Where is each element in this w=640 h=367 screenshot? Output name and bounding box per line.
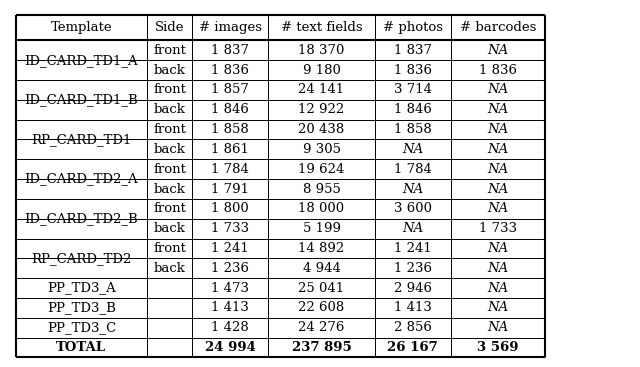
Text: ID_CARD_TD2_A: ID_CARD_TD2_A [24,172,138,186]
Text: 14 892: 14 892 [298,242,345,255]
Text: 26 167: 26 167 [387,341,438,354]
Text: 18 000: 18 000 [298,202,344,215]
Text: 1 413: 1 413 [394,301,431,315]
Text: 2 946: 2 946 [394,281,432,295]
Text: NA: NA [487,83,508,97]
Text: back: back [154,262,186,275]
Text: 1 836: 1 836 [394,63,432,77]
Text: 1 837: 1 837 [211,44,250,57]
Text: NA: NA [487,262,508,275]
Text: 20 438: 20 438 [298,123,345,136]
Text: ID_CARD_TD1_A: ID_CARD_TD1_A [24,54,138,67]
Text: 5 199: 5 199 [303,222,340,235]
Text: 24 276: 24 276 [298,321,345,334]
Text: 1 241: 1 241 [394,242,431,255]
Text: back: back [154,103,186,116]
Text: NA: NA [487,281,508,295]
Text: # barcodes: # barcodes [460,21,536,34]
Text: NA: NA [487,143,508,156]
Text: 237 895: 237 895 [292,341,351,354]
Text: 1 836: 1 836 [211,63,250,77]
Text: back: back [154,63,186,77]
Text: NA: NA [487,321,508,334]
Text: # text fields: # text fields [281,21,362,34]
Text: ID_CARD_TD1_B: ID_CARD_TD1_B [24,93,138,106]
Text: 1 861: 1 861 [211,143,249,156]
Text: 1 858: 1 858 [394,123,431,136]
Text: # images: # images [199,21,262,34]
Text: 24 994: 24 994 [205,341,256,354]
Text: 1 836: 1 836 [479,63,517,77]
Text: Side: Side [155,21,184,34]
Text: 1 784: 1 784 [211,163,249,176]
Text: 8 955: 8 955 [303,182,340,196]
Text: 2 856: 2 856 [394,321,431,334]
Text: TOTAL: TOTAL [56,341,106,354]
Text: front: front [153,202,186,215]
Text: 1 837: 1 837 [394,44,432,57]
Text: NA: NA [402,143,423,156]
Text: NA: NA [487,182,508,196]
Text: PP_TD3_A: PP_TD3_A [47,281,116,295]
Text: 1 733: 1 733 [479,222,517,235]
Text: NA: NA [487,202,508,215]
Text: 1 784: 1 784 [394,163,431,176]
Text: 18 370: 18 370 [298,44,345,57]
Text: 19 624: 19 624 [298,163,345,176]
Text: NA: NA [402,222,423,235]
Text: back: back [154,182,186,196]
Text: PP_TD3_B: PP_TD3_B [47,301,116,315]
Text: front: front [153,163,186,176]
Text: RP_CARD_TD2: RP_CARD_TD2 [31,252,132,265]
Text: 3 600: 3 600 [394,202,432,215]
Text: NA: NA [487,301,508,315]
Text: back: back [154,222,186,235]
Text: NA: NA [402,182,423,196]
Text: back: back [154,143,186,156]
Text: 1 846: 1 846 [394,103,431,116]
Text: 1 413: 1 413 [211,301,249,315]
Text: 25 041: 25 041 [298,281,344,295]
Text: NA: NA [487,163,508,176]
Text: front: front [153,242,186,255]
Text: front: front [153,123,186,136]
Text: 1 236: 1 236 [394,262,432,275]
Text: 12 922: 12 922 [298,103,345,116]
Text: 1 791: 1 791 [211,182,250,196]
Text: 9 180: 9 180 [303,63,340,77]
Text: NA: NA [487,44,508,57]
Text: 1 473: 1 473 [211,281,250,295]
Text: PP_TD3_C: PP_TD3_C [47,321,116,334]
Text: RP_CARD_TD1: RP_CARD_TD1 [31,133,132,146]
Text: 1 846: 1 846 [211,103,249,116]
Text: front: front [153,44,186,57]
Text: NA: NA [487,103,508,116]
Text: NA: NA [487,123,508,136]
Text: 1 241: 1 241 [211,242,249,255]
Text: # photos: # photos [383,21,443,34]
Text: NA: NA [487,242,508,255]
Text: 1 858: 1 858 [211,123,249,136]
Text: 4 944: 4 944 [303,262,340,275]
Text: 22 608: 22 608 [298,301,345,315]
Text: 1 857: 1 857 [211,83,249,97]
Text: 3 569: 3 569 [477,341,518,354]
Text: ID_CARD_TD2_B: ID_CARD_TD2_B [24,212,138,225]
Text: front: front [153,83,186,97]
Text: 1 428: 1 428 [211,321,249,334]
Text: 3 714: 3 714 [394,83,432,97]
Text: 1 236: 1 236 [211,262,250,275]
Text: 1 800: 1 800 [211,202,249,215]
Text: 9 305: 9 305 [303,143,340,156]
Text: 1 733: 1 733 [211,222,250,235]
Text: 24 141: 24 141 [298,83,344,97]
Text: Template: Template [51,21,112,34]
